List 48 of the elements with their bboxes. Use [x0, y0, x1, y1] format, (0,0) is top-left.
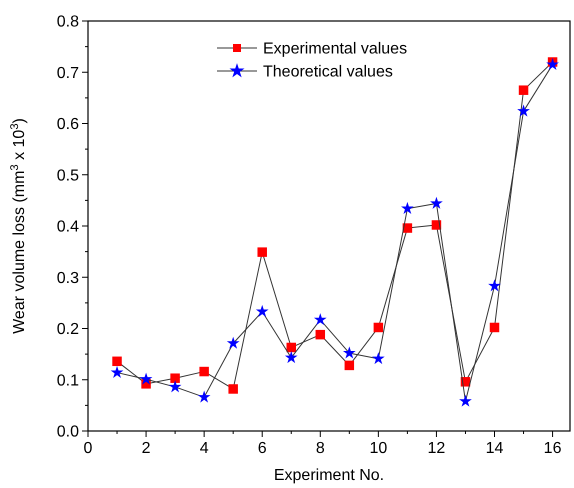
y-tick-label: 0.5 — [56, 167, 80, 184]
y-tick-label: 0.2 — [56, 321, 80, 338]
legend-label: Theoretical values — [263, 64, 393, 81]
point — [112, 356, 122, 366]
x-axis-title: Experiment No. — [274, 467, 384, 484]
point — [316, 330, 326, 340]
x-tick-label: 12 — [428, 440, 446, 457]
point — [546, 58, 559, 70]
point — [228, 384, 238, 394]
y-tick-label: 0.7 — [56, 64, 80, 82]
y-tick-label: 0.1 — [56, 372, 80, 390]
y-tick-label: 0.6 — [56, 116, 80, 134]
point — [342, 346, 356, 358]
x-tick-label: 10 — [369, 440, 388, 457]
x-tick-label: 8 — [316, 440, 325, 457]
point — [168, 380, 182, 392]
y-tick-label: 0.8 — [56, 14, 80, 31]
point — [170, 373, 180, 383]
point — [199, 366, 209, 376]
x-tick-label: 0 — [84, 440, 93, 457]
x-tick-label: 16 — [544, 440, 562, 457]
point — [110, 366, 124, 378]
point — [257, 247, 267, 257]
y-tick-label: 0.0 — [56, 424, 80, 441]
point — [256, 304, 269, 317]
legend-label: Experimental values — [263, 40, 408, 58]
point — [518, 85, 528, 95]
point — [314, 313, 327, 326]
point — [374, 322, 384, 332]
point — [517, 104, 530, 117]
point — [430, 196, 443, 209]
point — [372, 352, 385, 364]
point — [284, 351, 298, 364]
point — [344, 360, 354, 370]
point — [490, 322, 500, 332]
x-tick-label: 14 — [486, 440, 504, 457]
point — [140, 372, 152, 385]
point — [459, 394, 472, 407]
x-tick-label: 2 — [142, 440, 151, 457]
point — [488, 279, 501, 292]
y-tick-label: 0.4 — [56, 218, 80, 236]
point — [286, 342, 296, 352]
x-tick-label: 6 — [258, 440, 267, 457]
point — [401, 202, 414, 214]
point — [226, 336, 240, 349]
point — [198, 390, 210, 403]
x-tick-label: 4 — [200, 440, 209, 457]
y-tick-label: 0.3 — [56, 270, 80, 287]
